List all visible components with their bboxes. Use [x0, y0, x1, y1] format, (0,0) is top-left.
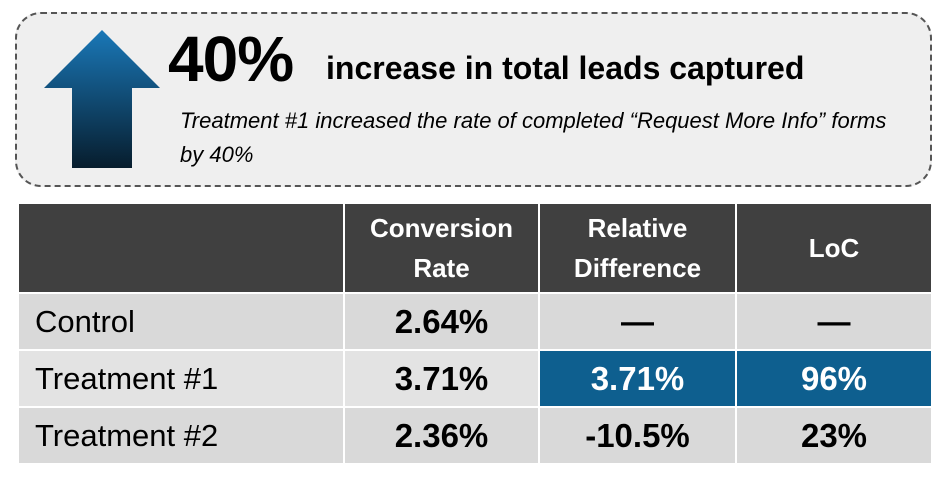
row-label: Treatment #1 — [17, 349, 345, 408]
subtitle: Treatment #1 increased the rate of compl… — [180, 108, 887, 167]
summary-box — [15, 12, 932, 187]
table-row: Treatment #1 3.71% 3.71% 96% — [17, 349, 933, 408]
header-cell — [17, 202, 345, 294]
table-cell: 23% — [735, 406, 933, 465]
table-row: Control 2.64% — — — [17, 292, 933, 351]
table-cell: 3.71% — [538, 349, 737, 408]
table-cell: — — [735, 292, 933, 351]
column-header: Relative Difference — [538, 202, 737, 294]
big-number: 40% — [168, 23, 294, 95]
results-table: Conversion Rate Relative Difference LoC Co… — [17, 202, 933, 465]
row-label: Treatment #2 — [17, 406, 345, 465]
table-cell: 3.71% — [343, 349, 540, 408]
table-cell: 2.64% — [343, 292, 540, 351]
row-label: Control — [17, 292, 345, 351]
column-header: LoC — [735, 202, 933, 294]
table-row: Treatment #2 2.36% -10.5% 23% — [17, 406, 933, 465]
table-cell: -10.5% — [538, 406, 737, 465]
table-cell: — — [538, 292, 737, 351]
headline: increase in total leads captured — [326, 50, 805, 86]
header-row: Conversion Rate Relative Difference LoC — [17, 202, 933, 294]
table-cell: 96% — [735, 349, 933, 408]
table-cell: 2.36% — [343, 406, 540, 465]
column-header: Conversion Rate — [343, 202, 540, 294]
up-arrow-icon — [44, 30, 160, 168]
